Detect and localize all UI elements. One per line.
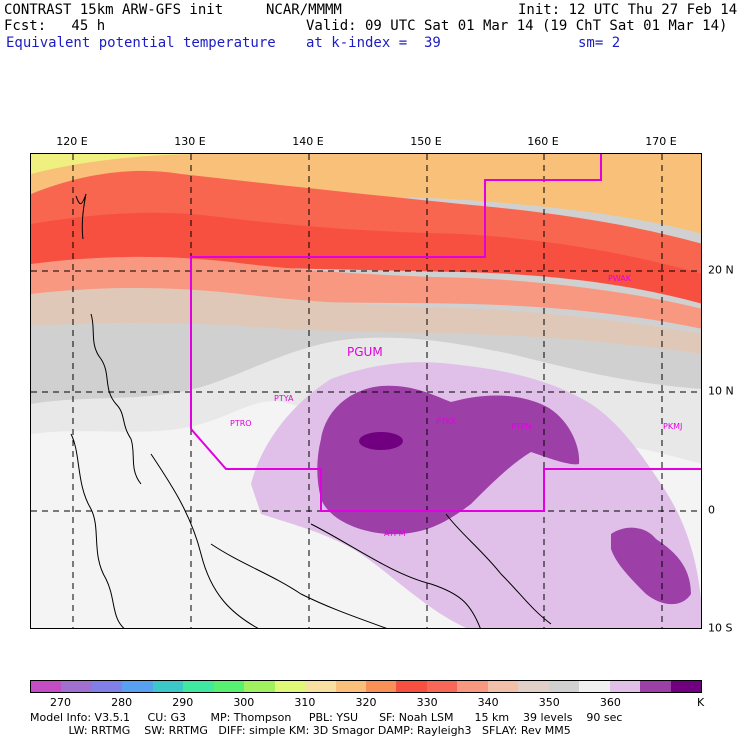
colorbar-segment [670,681,701,692]
colorbar-tick-label: 300 [233,696,255,709]
lat-label-20n: 20 N [708,263,734,277]
colorbar-segment [640,681,671,692]
colorbar-segment [274,681,306,692]
station-ptpn: PTPN [511,422,532,431]
map-panel [30,153,702,629]
colorbar-segment [518,681,549,692]
field-name: Equivalent potential temperature [6,35,276,51]
station-pwak: PWAK [608,274,632,283]
domain-boundary [190,154,701,512]
coastlines [70,193,552,628]
station-ptkk: PTKK [436,417,457,426]
level-index: at k-index = 39 [306,35,441,51]
colorbar-tick-label: 350 [538,696,560,709]
lon-label-130: 130 E [174,135,206,148]
band-salmon [31,256,701,329]
lon-label-120: 120 E [56,135,88,148]
colorbar-segment [152,681,184,692]
colorbar-segment [609,681,641,692]
colorbar-segment [213,681,245,692]
colorbar-tick-label: 270 [50,696,72,709]
colorbar-unit: K [697,696,705,709]
colorbar-segment [244,681,275,692]
colorbar-segment [31,681,62,692]
colorbar-tick-label: 310 [294,696,316,709]
graticule [31,154,701,628]
model-title: CONTRAST 15km ARW-GFS init [4,2,224,18]
colorbar-tick-label: 320 [355,696,377,709]
station-ptro: PTRO [230,419,252,428]
band-red [31,212,701,304]
theta-e-field [31,154,701,628]
model-info-line2: LW: RRTMG SW: RRTMG DIFF: simple KM: 3D … [30,724,571,737]
colorbar-tick-label: 340 [477,696,499,709]
station-ptya: PTYA [274,394,294,403]
colorbar-tick-label: 360 [599,696,621,709]
colorbar-segment [365,681,397,692]
org-label: NCAR/MMMM [266,2,342,18]
colorbar-segment [61,681,92,692]
colorbar-segment [426,681,458,692]
colorbar-tick-label: 330 [416,696,438,709]
smoothing: sm= 2 [578,35,621,51]
station-pkmj: PKMJ [663,422,683,431]
colorbar-segment [122,681,153,692]
band-tan [31,288,701,354]
colorbar-segment [305,681,336,692]
band-dark-core [359,432,403,450]
colorbar-segment [548,681,580,692]
lat-label-10s: 10 S [708,621,733,635]
lon-label-170: 170 E [645,135,677,148]
colorbar-segment [579,681,610,692]
colorbar-segment [457,681,488,692]
colorbar-segment [487,681,519,692]
station-aypm: AYPM [384,529,406,538]
init-time: Init: 12 UTC Thu 27 Feb 14 [518,2,738,18]
lat-label-0: 0 [708,503,715,517]
valid-time: Valid: 09 UTC Sat 01 Mar 14 (19 ChT Sat … [306,18,728,34]
colorbar [30,680,702,693]
lat-label-10n: 10 N [708,384,734,398]
colorbar-segment [183,681,214,692]
band-purple [317,385,580,535]
band-purple-east [611,527,691,605]
colorbar-tick-label: 280 [111,696,133,709]
colorbar-segment [335,681,366,692]
lon-label-150: 150 E [410,135,442,148]
lon-label-160: 160 E [527,135,559,148]
colorbar-tick-label: 290 [172,696,194,709]
colorbar-segment [91,681,123,692]
forecast-hour: Fcst: 45 h [4,18,106,34]
colorbar-segment [396,681,427,692]
station-pgum: PGUM [347,345,383,359]
lon-label-140: 140 E [292,135,324,148]
band-peach [31,154,701,234]
model-info-line1: Model Info: V3.5.1 CU: G3 MP: Thompson P… [30,711,623,724]
